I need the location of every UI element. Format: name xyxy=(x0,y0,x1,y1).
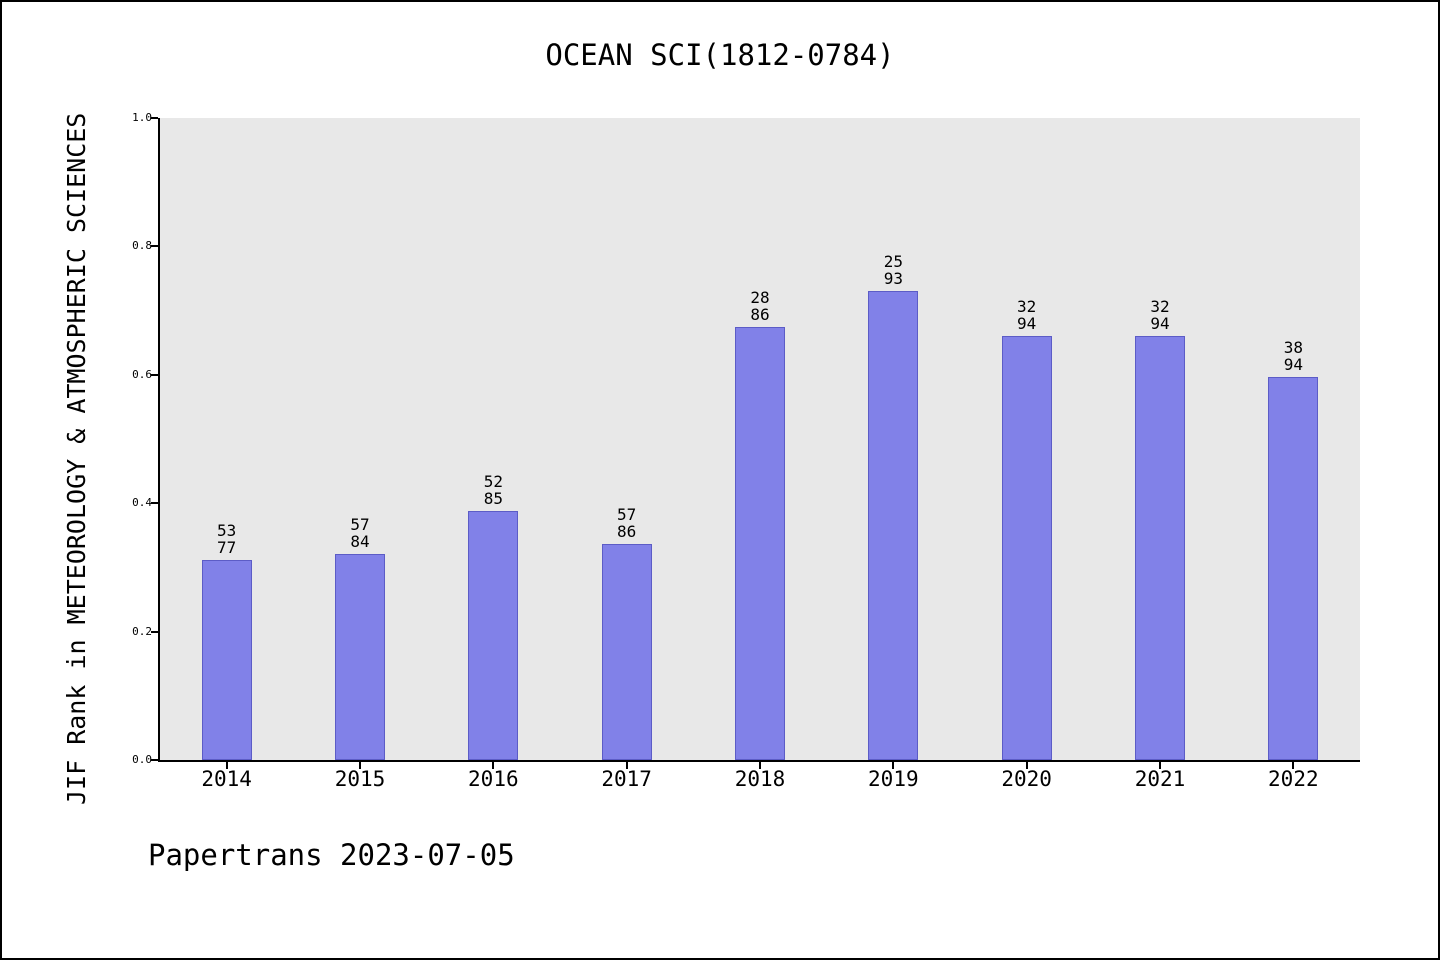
y-tick-label: 0.0 xyxy=(132,753,152,766)
bar-rank-value: 52 xyxy=(483,471,503,491)
x-tick-mark xyxy=(1159,762,1161,769)
y-tick-label: 0.6 xyxy=(132,367,152,381)
y-tick-label: 0.4 xyxy=(132,496,152,510)
bar-rank-value: 38 xyxy=(1283,338,1303,358)
bar-value-label-2016: 52 85 xyxy=(453,473,533,507)
x-tick-label-2016: 2016 xyxy=(468,767,519,791)
x-tick-mark xyxy=(359,762,361,769)
bar-2018 xyxy=(735,327,785,760)
bar-2021 xyxy=(1135,336,1185,760)
y-axis-line xyxy=(158,118,160,762)
bar-2020 xyxy=(1001,336,1052,760)
bar-rank-value: 57 xyxy=(350,514,370,534)
bar-rank-value: 53 xyxy=(217,520,237,540)
y-tick-label: 0.2 xyxy=(132,624,152,638)
x-tick-mark xyxy=(1025,762,1028,769)
x-tick-label-2022: 2022 xyxy=(1268,767,1319,791)
x-tick-label-2021: 2021 xyxy=(1134,767,1186,791)
y-axis-label: JIF Rank in METEOROLOGY & ATMOSPHERIC SC… xyxy=(62,112,91,806)
bar-total-value: 94 xyxy=(1150,314,1170,334)
bar-2015 xyxy=(335,553,385,760)
x-tick-label-2019: 2019 xyxy=(868,767,919,791)
bar-value-label-2022: 38 94 xyxy=(1253,339,1333,373)
bar-total-value: 85 xyxy=(483,488,503,508)
y-tick-mark xyxy=(151,630,158,633)
bar-2014 xyxy=(201,559,252,760)
watermark-text: Papertrans 2023-07-05 xyxy=(148,838,515,872)
bar-rank-value: 57 xyxy=(617,504,637,524)
chart-title: OCEAN SCI(1812-0784) xyxy=(545,38,895,72)
bar-2019 xyxy=(868,290,919,760)
bar-value-label-2017: 57 86 xyxy=(587,506,667,540)
x-tick-mark xyxy=(759,762,761,769)
bar-total-value: 94 xyxy=(1017,314,1037,334)
bar-rank-value: 28 xyxy=(750,288,770,308)
bar-rank-value: 32 xyxy=(1150,297,1170,317)
bar-value-label-2019: 25 93 xyxy=(853,253,933,287)
bar-rank-value: 32 xyxy=(1017,297,1037,317)
y-tick-mark xyxy=(151,245,158,248)
bar-total-value: 84 xyxy=(350,531,370,551)
y-tick-mark xyxy=(151,759,158,761)
x-axis-line xyxy=(158,760,1360,762)
x-tick-label-2017: 2017 xyxy=(601,767,652,791)
bar-total-value: 77 xyxy=(217,537,237,557)
y-tick-mark xyxy=(151,117,158,119)
y-tick-label: 1.0 xyxy=(132,111,152,124)
y-tick-mark xyxy=(151,373,158,376)
bar-value-label-2021: 32 94 xyxy=(1120,298,1200,332)
x-tick-label-2020: 2020 xyxy=(1001,767,1052,791)
y-tick-mark xyxy=(151,502,158,505)
x-tick-mark xyxy=(492,762,495,769)
bar-2022 xyxy=(1268,377,1319,760)
bar-total-value: 94 xyxy=(1283,355,1303,375)
bar-value-label-2015: 57 84 xyxy=(320,516,400,550)
x-tick-mark xyxy=(1292,762,1295,769)
x-tick-mark xyxy=(892,762,895,769)
bar-value-label-2018: 28 86 xyxy=(720,289,800,323)
x-tick-label-2014: 2014 xyxy=(201,767,252,791)
bar-2017 xyxy=(601,543,652,760)
bar-total-value: 86 xyxy=(617,521,637,541)
bar-value-label-2020: 32 94 xyxy=(987,298,1067,332)
bar-value-label-2014: 53 77 xyxy=(187,522,267,556)
x-tick-label-2015: 2015 xyxy=(334,767,386,791)
x-tick-label-2018: 2018 xyxy=(734,767,786,791)
x-tick-mark xyxy=(625,762,628,769)
bar-total-value: 86 xyxy=(750,305,770,325)
y-tick-label: 0.8 xyxy=(132,239,152,253)
x-tick-mark xyxy=(225,762,228,769)
bar-total-value: 93 xyxy=(883,268,903,288)
bar-2016 xyxy=(468,510,519,760)
bar-rank-value: 25 xyxy=(883,251,903,271)
